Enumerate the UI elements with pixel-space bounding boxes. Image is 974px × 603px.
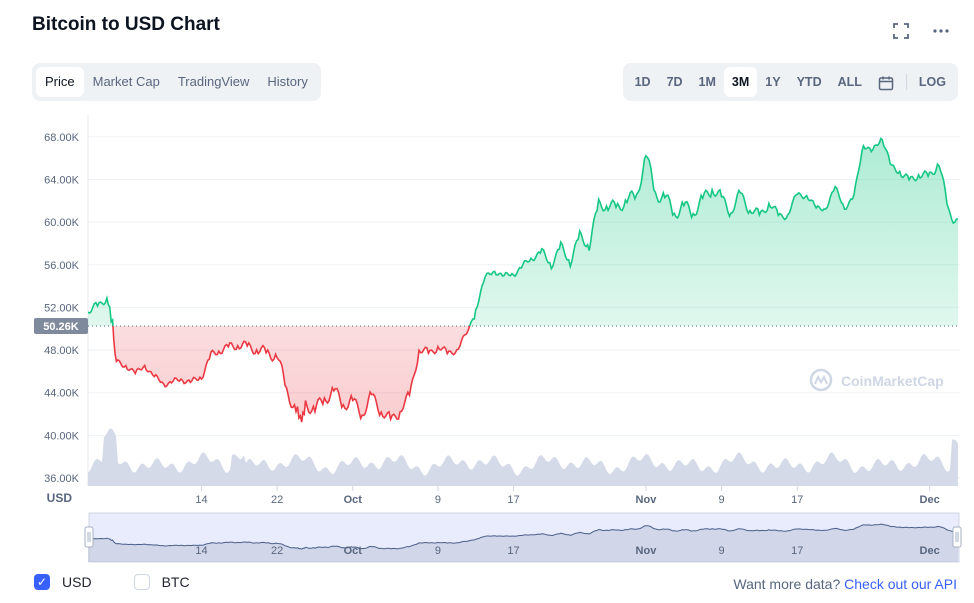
x-axis: 14 22 Oct 9 17 Nov 9 17 Dec bbox=[195, 486, 940, 506]
range-1d[interactable]: 1D bbox=[634, 75, 651, 89]
area-above-baseline bbox=[88, 138, 958, 326]
navigator-handle bbox=[84, 526, 94, 548]
y-tick-label: 60.00K bbox=[44, 217, 80, 229]
x-tick-label: Dec bbox=[920, 494, 940, 506]
range-all[interactable]: ALL bbox=[837, 75, 862, 89]
baseline-label: 50.26K bbox=[43, 321, 79, 333]
price-line-down bbox=[112, 326, 471, 423]
y-tick-label: 44.00K bbox=[44, 388, 80, 400]
x-tick-label: 9 bbox=[435, 494, 441, 506]
navigator-line bbox=[87, 523, 958, 550]
volume-bars bbox=[88, 428, 958, 486]
page-title: Bitcoin to USD Chart bbox=[32, 14, 220, 35]
price-area bbox=[88, 138, 958, 423]
tab-market-cap[interactable]: Market Cap bbox=[92, 74, 160, 89]
btc-label: BTC bbox=[161, 574, 190, 590]
y-axis: 36.00K 40.00K 44.00K 48.00K 52.00K 56.00K 60.0… bbox=[44, 132, 80, 505]
tab-price[interactable]: Price bbox=[36, 67, 84, 97]
x-tick-label: 17 bbox=[791, 494, 803, 506]
navigator-area bbox=[88, 524, 958, 562]
time-range-selector: 1D 7D 1M 3M 1Y YTD ALL LOG bbox=[622, 63, 958, 101]
navigator-tick-label: 17 bbox=[791, 545, 803, 557]
x-tick-label: Oct bbox=[344, 494, 363, 506]
price-line-up bbox=[88, 137, 959, 326]
calendar-icon[interactable] bbox=[870, 67, 902, 97]
y-tick-label: 40.00K bbox=[44, 430, 80, 442]
navigator-window bbox=[88, 512, 960, 563]
range-3m[interactable]: 3M bbox=[723, 67, 758, 97]
divider bbox=[905, 74, 907, 90]
range-1y[interactable]: 1Y bbox=[765, 75, 781, 89]
navigator-tick-label: Dec bbox=[920, 545, 940, 557]
navigator-tick-label: 22 bbox=[271, 545, 283, 557]
navigator-tick-label: 17 bbox=[507, 545, 519, 557]
x-tick-label: 22 bbox=[271, 494, 283, 506]
api-promo: Want more data? Check out our API bbox=[733, 576, 957, 592]
y-tick-label: 64.00K bbox=[44, 174, 80, 186]
watermark-text: CoinMarketCap bbox=[841, 373, 944, 389]
range-ytd[interactable]: YTD bbox=[796, 75, 822, 89]
navigator-tick-label: 9 bbox=[719, 545, 725, 557]
y-tick-label: 56.00K bbox=[44, 260, 80, 272]
navigator-tick-label: Oct bbox=[344, 545, 363, 557]
navigator-tick-label: 9 bbox=[435, 545, 441, 557]
tab-history[interactable]: History bbox=[267, 74, 308, 89]
area-below-baseline bbox=[88, 326, 958, 423]
y-tick-label: 36.00K bbox=[44, 473, 80, 485]
api-link[interactable]: Check out our API bbox=[844, 576, 957, 592]
y-tick-label: 68.00K bbox=[44, 132, 80, 144]
x-tick-label: 9 bbox=[719, 494, 725, 506]
baseline-tag bbox=[34, 317, 88, 334]
range-navigator[interactable]: 14 22 Oct 9 17 Nov 9 17 Dec bbox=[84, 512, 962, 563]
volume-area bbox=[88, 428, 958, 486]
x-tick-label: 17 bbox=[507, 494, 519, 506]
y-tick-label: 52.00K bbox=[44, 302, 80, 314]
navigator-tick-label: Nov bbox=[636, 545, 658, 557]
usd-checkbox[interactable]: ✓ bbox=[34, 574, 50, 590]
api-promo-text: Want more data? bbox=[733, 576, 841, 592]
tab-tradingview[interactable]: TradingView bbox=[177, 74, 250, 89]
chart-type-tabs: Price Market Cap TradingView History bbox=[32, 63, 321, 101]
navigator-tick-label: 14 bbox=[195, 545, 207, 557]
usd-label: USD bbox=[62, 574, 92, 590]
currency-label: USD bbox=[47, 491, 73, 505]
btc-checkbox[interactable] bbox=[133, 574, 150, 590]
more-dots-icon[interactable] bbox=[932, 22, 950, 40]
expand-icon[interactable] bbox=[892, 22, 910, 40]
coinmarketcap-watermark: CoinMarketCap bbox=[809, 368, 944, 392]
range-7d[interactable]: 7D bbox=[666, 75, 683, 89]
x-tick-label: Nov bbox=[636, 494, 658, 506]
range-1m[interactable]: 1M bbox=[698, 75, 716, 89]
navigator-handle bbox=[952, 526, 962, 548]
price-lines: 50.26K bbox=[34, 137, 960, 423]
y-tick-label: 48.00K bbox=[44, 345, 80, 357]
log-toggle[interactable]: LOG bbox=[918, 75, 946, 89]
x-tick-label: 14 bbox=[195, 494, 207, 506]
